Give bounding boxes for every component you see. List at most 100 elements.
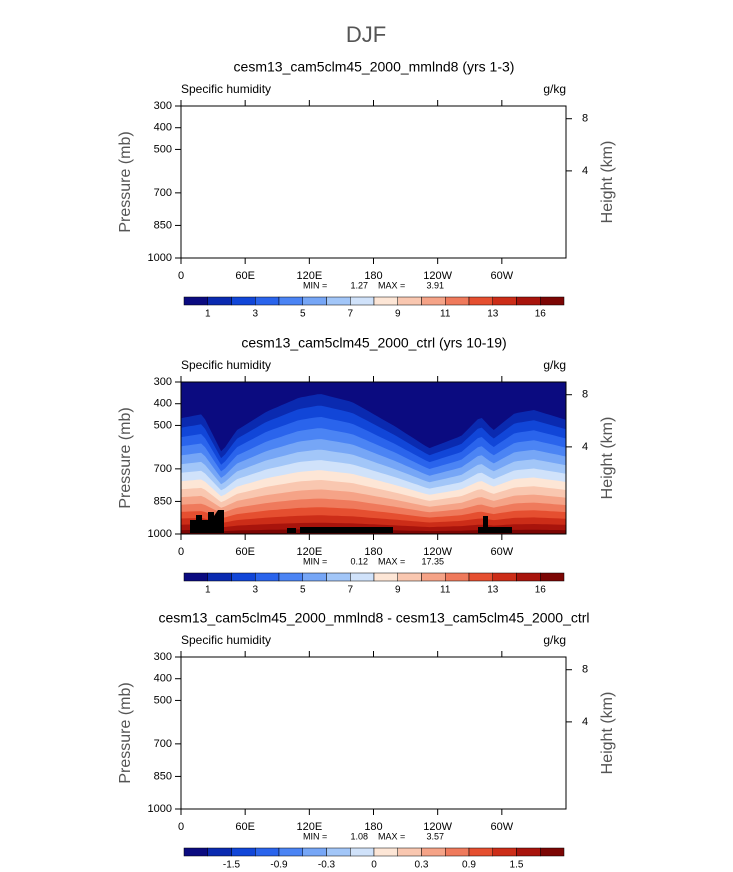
colorbar-box: [183, 847, 208, 857]
y2-axis-label: Height (km): [599, 692, 616, 775]
y-tick-label: 1000: [148, 528, 172, 540]
colorbar-box: [492, 296, 517, 306]
x-tick-label: 120E: [296, 546, 322, 558]
x-tick-label: 0: [178, 270, 184, 282]
max-label: MAX =: [378, 831, 405, 841]
plot-frame: [180, 656, 567, 810]
y-tick-label: 850: [154, 495, 172, 507]
panel: cesm13_cam5clm45_2000_mmlnd8 (yrs 1-3) Sp…: [117, 59, 616, 320]
y-tick-label: 300: [154, 100, 172, 112]
colorbar-label: 9: [395, 309, 401, 320]
x-tick-label: 120W: [423, 821, 452, 833]
units-label: g/kg: [543, 82, 566, 96]
x-tick-label: 60W: [491, 270, 514, 282]
colorbar-box: [468, 572, 493, 582]
colorbar-box: [492, 847, 517, 857]
y-tick-label: 700: [154, 187, 172, 199]
colorbar-box: [397, 296, 422, 306]
colorbar-box: [540, 296, 565, 306]
colorbar-box: [302, 296, 327, 306]
colorbar-box: [373, 296, 398, 306]
x-tick-label: 60E: [235, 821, 255, 833]
colorbar-label: 11: [440, 309, 451, 320]
colorbar-label: 5: [300, 585, 306, 596]
colorbar-box: [421, 296, 446, 306]
field-label: Specific humidity: [181, 358, 271, 372]
panel-title: cesm13_cam5clm45_2000_mmlnd8 (yrs 1-3): [234, 59, 515, 75]
colorbar-box: [373, 847, 398, 857]
colorbar-label: 3: [252, 585, 258, 596]
colorbar-box: [278, 572, 303, 582]
panel-title: cesm13_cam5clm45_2000_ctrl (yrs 10-19): [241, 335, 506, 351]
y2-axis-label: Height (km): [599, 417, 616, 500]
colorbar-label: 1.5: [510, 860, 524, 871]
x-tick-label: 120W: [423, 270, 452, 282]
field-label: Specific humidity: [181, 633, 271, 647]
colorbar-label: 0.3: [415, 860, 429, 871]
min-value: 1.27: [350, 280, 368, 290]
colorbar-label: 7: [347, 309, 353, 320]
y-tick-label: 300: [154, 651, 172, 663]
y2-tick-label: 4: [582, 716, 588, 728]
x-tick-label: 0: [178, 821, 184, 833]
min-label: MIN =: [303, 831, 327, 841]
y-tick-label: 500: [154, 419, 172, 431]
colorbar-box: [302, 572, 327, 582]
colorbar-box: [421, 572, 446, 582]
colorbar-box: [326, 847, 351, 857]
max-value: 17.35: [421, 556, 444, 566]
colorbar-box: [231, 847, 256, 857]
min-value: 1.08: [350, 831, 368, 841]
colorbar-label: 0.9: [462, 860, 476, 871]
colorbar-box: [207, 296, 232, 306]
x-tick-label: 120W: [423, 546, 452, 558]
colorbar-label: 13: [487, 585, 499, 596]
colorbar-box: [492, 572, 517, 582]
colorbar-label: 16: [535, 309, 547, 320]
colorbar-label: -0.3: [318, 860, 336, 871]
colorbar-label: 1: [205, 585, 211, 596]
colorbar-box: [397, 847, 422, 857]
min-label: MIN =: [303, 280, 327, 290]
min-label: MIN =: [303, 556, 327, 566]
colorbar-box: [445, 572, 470, 582]
panel: cesm13_cam5clm45_2000_ctrl (yrs 10-19) Sp…: [117, 335, 616, 596]
y2-tick-label: 4: [582, 441, 588, 453]
colorbar-label: 5: [300, 309, 306, 320]
y-tick-label: 1000: [148, 803, 172, 815]
colorbar-box: [350, 847, 375, 857]
y-tick-label: 700: [154, 738, 172, 750]
panel: cesm13_cam5clm45_2000_mmlnd8 - cesm13_ca…: [117, 610, 616, 871]
max-value: 3.57: [426, 831, 444, 841]
colorbar-box: [516, 572, 541, 582]
colorbar-box: [255, 847, 280, 857]
y-axis-label: Pressure (mb): [117, 682, 134, 783]
colorbar-label: -0.9: [270, 860, 288, 871]
colorbar-box: [445, 296, 470, 306]
colorbar-box: [326, 296, 351, 306]
x-tick-label: 60W: [491, 546, 514, 558]
field-label: Specific humidity: [181, 82, 271, 96]
y-tick-label: 300: [154, 376, 172, 388]
colorbar-box: [468, 296, 493, 306]
colorbar-box: [207, 572, 232, 582]
colorbar-box: [445, 847, 470, 857]
panel-title: cesm13_cam5clm45_2000_mmlnd8 - cesm13_ca…: [158, 610, 589, 626]
y2-tick-label: 8: [582, 664, 588, 676]
colorbar-label: 7: [347, 585, 353, 596]
x-tick-label: 180: [364, 546, 382, 558]
colorbar-box: [540, 847, 565, 857]
max-value: 3.91: [426, 280, 444, 290]
y2-axis-label: Height (km): [599, 141, 616, 224]
y-tick-label: 400: [154, 673, 172, 685]
y-tick-label: 700: [154, 463, 172, 475]
y-axis-label: Pressure (mb): [117, 131, 134, 232]
colorbar-box: [255, 296, 280, 306]
x-tick-label: 60E: [235, 270, 255, 282]
units-label: g/kg: [543, 633, 566, 647]
x-tick-label: 120E: [296, 821, 322, 833]
plot-frame: [180, 105, 567, 259]
colorbar-box: [373, 572, 398, 582]
y-tick-label: 500: [154, 143, 172, 155]
